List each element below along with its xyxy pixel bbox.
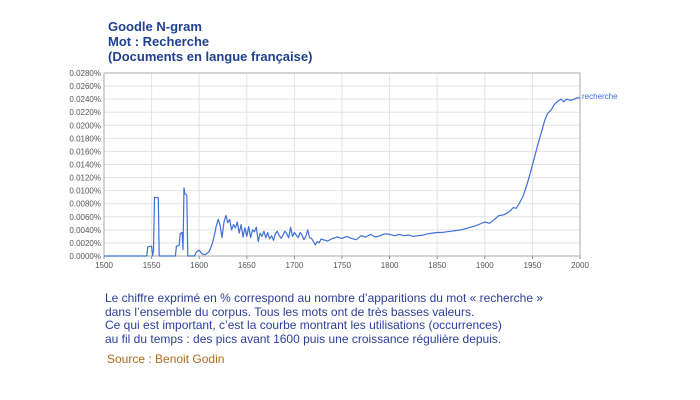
caption-line-3: Ce qui est important, c’est la courbe mo… bbox=[105, 318, 502, 332]
y-tick-label: 0.0160% bbox=[69, 147, 101, 156]
x-tick-label: 1800 bbox=[381, 261, 399, 270]
y-tick-label: 0.0140% bbox=[69, 161, 101, 170]
y-tick-label: 0.0260% bbox=[69, 82, 101, 91]
x-tick-label: 1700 bbox=[286, 261, 304, 270]
x-tick-label: 1600 bbox=[190, 261, 208, 270]
series-label-recherche: recherche bbox=[582, 92, 618, 101]
title-line-2: Mot : Recherche bbox=[108, 34, 210, 49]
y-axis-ticks: 0.0000% 0.0020% 0.0040% 0.0060% 0.0080% 0.010… bbox=[69, 69, 101, 261]
grid bbox=[103, 72, 581, 257]
y-tick-label: 0.0060% bbox=[69, 213, 101, 222]
y-tick-label: 0.0100% bbox=[69, 187, 101, 196]
caption-line-1: Le chiffre exprimé en % correspond au no… bbox=[105, 291, 544, 305]
y-tick-label: 0.0120% bbox=[69, 174, 101, 183]
y-tick-label: 0.0200% bbox=[69, 121, 101, 130]
x-tick-label: 1950 bbox=[524, 261, 542, 270]
x-tick-label: 1500 bbox=[95, 261, 113, 270]
x-axis-ticks: 1500 1550 1600 1650 1700 1750 1800 1850 1900 1950… bbox=[95, 256, 589, 270]
y-tick-label: 0.0040% bbox=[69, 226, 101, 235]
y-tick-label: 0.0180% bbox=[69, 134, 101, 143]
series-line-recherche bbox=[104, 97, 580, 257]
title-line-1: Goodle N-gram bbox=[108, 19, 202, 34]
ngram-chart: 0.0000% 0.0020% 0.0040% 0.0060% 0.0080% 0.010… bbox=[69, 69, 618, 270]
x-tick-label: 1750 bbox=[333, 261, 351, 270]
y-tick-label: 0.0000% bbox=[69, 252, 101, 261]
source-credit: Source : Benoit Godin bbox=[107, 352, 225, 366]
y-tick-label: 0.0080% bbox=[69, 200, 101, 209]
caption: Le chiffre exprimé en % correspond au no… bbox=[105, 291, 625, 346]
x-tick-label: 1550 bbox=[143, 261, 161, 270]
y-tick-label: 0.0220% bbox=[69, 108, 101, 117]
x-tick-label: 1650 bbox=[238, 261, 256, 270]
x-tick-label: 1900 bbox=[476, 261, 494, 270]
x-tick-label: 2000 bbox=[571, 261, 589, 270]
y-tick-label: 0.0020% bbox=[69, 239, 101, 248]
x-tick-label: 1850 bbox=[428, 261, 446, 270]
title-line-3: (Documents en langue française) bbox=[108, 49, 313, 64]
caption-line-4: au fil du temps : des pics avant 1600 pu… bbox=[105, 331, 502, 346]
chart-title: Goodle N-gram Mot : Recherche (Documents… bbox=[108, 19, 312, 64]
y-tick-label: 0.0240% bbox=[69, 95, 101, 104]
plot-frame bbox=[103, 72, 581, 257]
caption-line-2: dans l’ensemble du corpus. Tous les mots… bbox=[105, 304, 475, 319]
y-tick-label: 0.0280% bbox=[69, 69, 101, 78]
